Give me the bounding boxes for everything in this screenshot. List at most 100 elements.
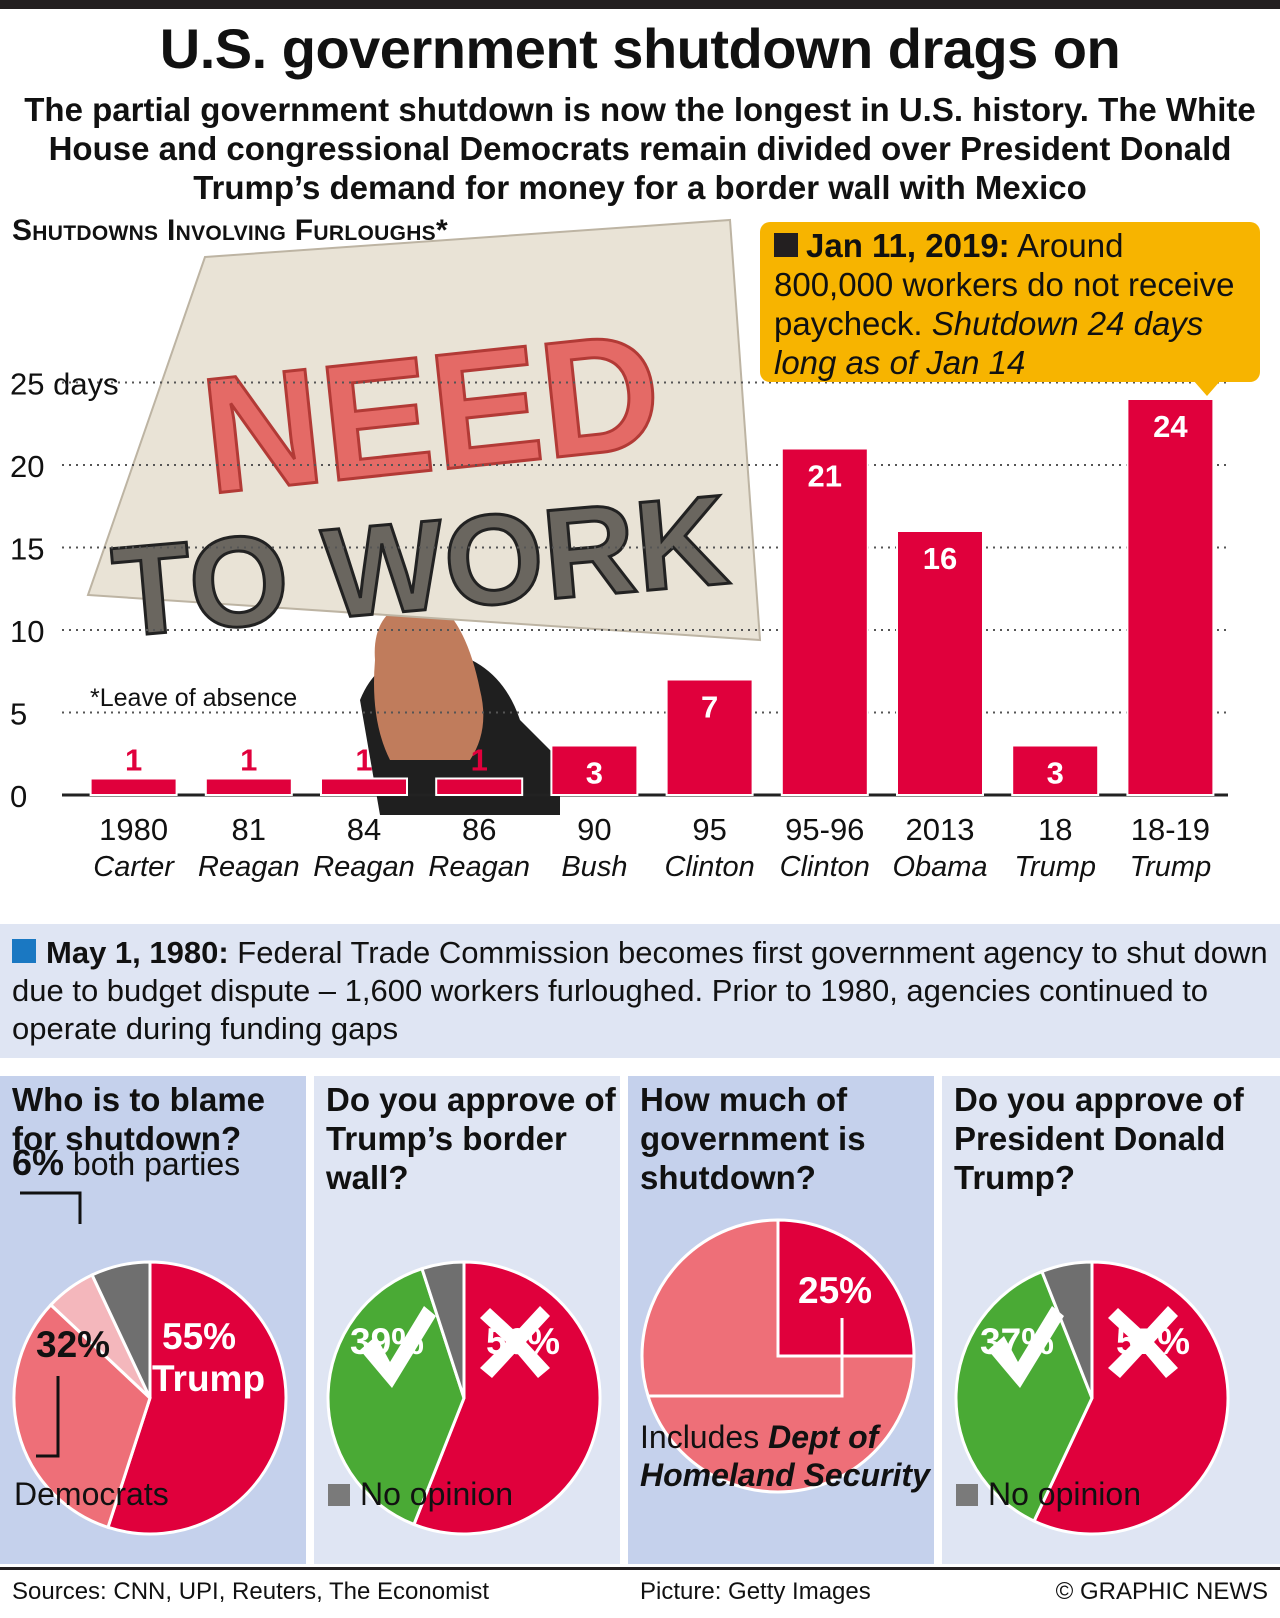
- bar-value-label: 1: [355, 743, 372, 778]
- x-tick-label: 1980: [99, 812, 168, 847]
- x-tick-label: 18: [1038, 812, 1072, 847]
- trump-label: Trump: [152, 1358, 266, 1399]
- callout-italic: Shutdown 24 days long as of Jan 14: [774, 305, 1204, 381]
- leader-line: [648, 1318, 844, 1398]
- bar: [89, 777, 178, 796]
- hand: [374, 600, 484, 760]
- bar: [435, 777, 524, 796]
- shutdown-pct: 25%: [798, 1270, 873, 1311]
- poll-question: Do you approve of President Donald Trump…: [954, 1081, 1244, 1196]
- callout-date: Jan 11, 2019:: [806, 227, 1010, 264]
- checkmark-icon: [360, 1306, 436, 1388]
- no-opinion-swatch: [328, 1484, 350, 1506]
- bar-value-label: 3: [1047, 756, 1064, 791]
- no-opinion-text: No opinion: [988, 1476, 1141, 1512]
- x-tick-label: 95-96: [785, 812, 864, 847]
- yes-pct: 37%: [980, 1321, 1055, 1362]
- leader-line: [36, 1376, 60, 1458]
- y-tick-label: 25 days: [10, 367, 119, 402]
- both-parties-pct: 6%: [12, 1142, 65, 1183]
- x-tick-label: 18-19: [1131, 812, 1210, 847]
- bar-value-label: 1: [471, 743, 488, 778]
- both-parties-label: 6% both parties: [12, 1142, 240, 1184]
- pie-chart-blame: [12, 1191, 288, 1536]
- cross-icon: [480, 1306, 550, 1378]
- callout-text: Around 800,000 workers do not receive pa…: [774, 227, 1235, 342]
- poll-approve-trump: Do you approve of President Donald Trump…: [942, 1076, 1280, 1564]
- no-opinion-swatch: [956, 1484, 978, 1506]
- bar: [1011, 744, 1100, 796]
- president-label: Bush: [561, 851, 627, 883]
- pie-slice: [1039, 1260, 1094, 1399]
- bar: [1126, 398, 1215, 796]
- checkmark-icon: [988, 1306, 1064, 1388]
- pie-slice: [90, 1260, 152, 1399]
- bar: [550, 744, 639, 796]
- poll-border-wall: Do you approve of Trump’s border wall? 3…: [314, 1076, 623, 1564]
- no-opinion-text: No opinion: [360, 1476, 513, 1512]
- pie-slice: [420, 1260, 466, 1399]
- page-subtitle: The partial government shutdown is now t…: [24, 91, 1256, 206]
- president-label: Carter: [93, 851, 175, 883]
- president-label: Reagan: [428, 851, 530, 883]
- history-note: May 1, 1980: Federal Trade Commission be…: [0, 924, 1280, 1058]
- trump-pct: 55%: [162, 1316, 237, 1357]
- yes-pct: 39%: [350, 1321, 425, 1362]
- callout-pointer: [1193, 380, 1221, 396]
- bar: [665, 678, 754, 796]
- pie-slice: [640, 1218, 916, 1494]
- bar-value-label: 1: [240, 743, 257, 778]
- bar: [780, 447, 869, 796]
- caption-plain: Includes: [640, 1419, 760, 1455]
- y-tick-label: 0: [10, 779, 27, 814]
- caption-bold: Dept of Homeland Security: [640, 1419, 930, 1493]
- top-bar: [0, 0, 1280, 9]
- president-label: Reagan: [198, 851, 300, 883]
- no-opinion-legend: No opinion: [328, 1476, 513, 1513]
- poll-question: How much of government is shutdown?: [640, 1081, 866, 1196]
- bar-value-label: 16: [923, 541, 957, 576]
- poll-blame: Who is to blame for shutdown? 6% both pa…: [0, 1076, 309, 1564]
- y-tick-label: 10: [10, 614, 44, 649]
- poll-question: Do you approve of Trump’s border wall?: [326, 1081, 616, 1196]
- pie-chart-approve-trump: [954, 1260, 1230, 1536]
- x-tick-label: 84: [347, 812, 381, 847]
- bar: [320, 777, 408, 796]
- president-label: Trump: [1014, 851, 1096, 883]
- democrats-label: Democrats: [14, 1476, 169, 1512]
- no-pct: 56%: [486, 1321, 561, 1362]
- bar: [896, 530, 984, 796]
- president-label: Trump: [1130, 851, 1212, 883]
- sources: Sources: CNN, UPI, Reuters, The Economis…: [12, 1578, 490, 1605]
- pie-slice: [1032, 1260, 1230, 1536]
- bar-value-label: 21: [808, 459, 842, 494]
- x-tick-label: 81: [232, 812, 266, 847]
- note-square-icon: [12, 939, 36, 963]
- footnote: *Leave of absence: [90, 684, 298, 712]
- leader-line: [20, 1191, 82, 1224]
- pie-slice: [954, 1269, 1094, 1524]
- pie-slice: [12, 1302, 152, 1530]
- bar-value-label: 7: [701, 690, 718, 725]
- president-label: Reagan: [313, 851, 415, 883]
- pie-slice: [776, 1218, 916, 1358]
- x-tick-label: 2013: [906, 812, 975, 847]
- sign-board: [86, 218, 762, 642]
- poll-government-shutdown: How much of government is shutdown? 25% …: [628, 1076, 937, 1564]
- pie-chart-border-wall: [326, 1260, 602, 1536]
- pie-slice: [326, 1266, 466, 1527]
- democrats-pct: 32%: [36, 1324, 111, 1365]
- pie-slice: [411, 1260, 602, 1536]
- callout-box: Jan 11, 2019: Around 800,000 workers do …: [760, 222, 1260, 382]
- chart-heading: Shutdowns Involving Furloughs*: [12, 214, 448, 247]
- footer-rule: [0, 1567, 1280, 1570]
- graphic-news-credit: © GRAPHIC NEWS: [1055, 1578, 1268, 1605]
- president-label: Obama: [892, 851, 987, 883]
- bar-value-label: 3: [586, 756, 603, 791]
- x-tick-label: 86: [462, 812, 496, 847]
- x-tick-label: 95: [692, 812, 726, 847]
- no-pct: 57%: [1116, 1321, 1191, 1362]
- no-opinion-legend: No opinion: [956, 1476, 1141, 1513]
